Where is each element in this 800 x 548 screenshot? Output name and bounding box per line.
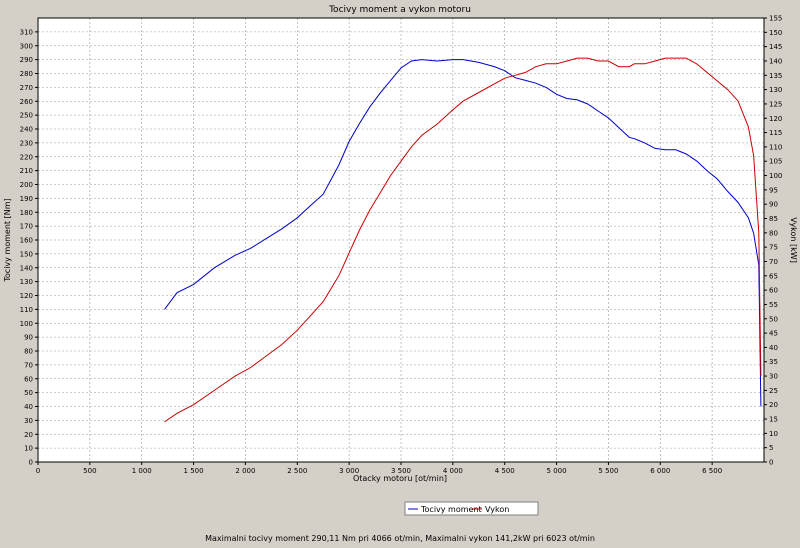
y-left-tick-label: 10 [24, 445, 33, 453]
x-tick-label: 0 [36, 467, 40, 475]
x-tick-label: 3 500 [391, 467, 411, 475]
y-right-tick-label: 65 [769, 272, 778, 280]
plot-frame [37, 17, 765, 463]
x-tick-label: 4 000 [443, 467, 463, 475]
series-line-power [164, 57, 762, 423]
y-right-tick-label: 0 [769, 459, 773, 467]
y-right-tick-label: 70 [769, 258, 778, 266]
y-right-tick-label: 140 [769, 57, 782, 65]
y-left-tick-label: 150 [20, 250, 33, 258]
y-right-tick-label: 15 [769, 416, 778, 424]
y-left-tick-label: 40 [24, 403, 33, 411]
y-left-tick-label: 90 [24, 334, 33, 342]
y-left-tick-label: 260 [20, 98, 33, 106]
y-left-tick-label: 300 [20, 42, 33, 50]
y-left-tick-label: 230 [20, 139, 33, 147]
y-left-tick-label: 210 [20, 167, 33, 175]
x-tick-label: 2 500 [287, 467, 307, 475]
y-right-tick-label: 120 [769, 115, 782, 123]
y-left-tick-label: 310 [20, 28, 33, 36]
y-left-tick-label: 130 [20, 278, 33, 286]
y-right-tick-label: 90 [769, 201, 778, 209]
y-right-tick-label: 25 [769, 387, 778, 395]
series-lines [164, 57, 762, 423]
y-right-tick-label: 130 [769, 86, 782, 94]
y-left-axis-ticks: 0 10 20 30 40 50 60 70 80 90 100 110 120 130 140 150 160… [20, 28, 38, 467]
y-right-tick-label: 100 [769, 172, 782, 180]
y-left-tick-label: 170 [20, 223, 33, 231]
y-right-tick-label: 20 [769, 401, 778, 409]
max-values-footer: Maximalni tocivy moment 290,11 Nm pri 40… [205, 534, 595, 543]
chart-title: Tocivy moment a vykon motoru [328, 5, 471, 15]
y-right-tick-label: 45 [769, 330, 778, 338]
y-left-tick-label: 100 [20, 320, 33, 328]
y-left-tick-label: 120 [20, 292, 33, 300]
y-right-tick-label: 75 [769, 244, 778, 252]
y-left-tick-label: 270 [20, 84, 33, 92]
x-tick-label: 2 000 [235, 467, 255, 475]
y-right-tick-label: 145 [769, 43, 782, 51]
y-left-tick-label: 180 [20, 209, 33, 217]
series-line-torque [164, 59, 762, 407]
x-tick-label: 500 [83, 467, 96, 475]
x-tick-label: 1 000 [132, 467, 152, 475]
y-left-tick-label: 60 [24, 375, 33, 383]
y-right-tick-label: 115 [769, 129, 782, 137]
x-tick-label: 3 000 [339, 467, 359, 475]
legend-box [404, 501, 539, 516]
legend: Tocivy moment Vykon [404, 501, 539, 516]
y-right-axis-label: Vykon [kW] [789, 217, 798, 263]
y-right-axis-ticks: 0 5 10 15 20 25 30 35 40 45 50 55 60 65 70 75 80 85 90 95 10… [764, 15, 782, 467]
y-right-tick-label: 95 [769, 186, 778, 194]
y-right-tick-label: 105 [769, 158, 782, 166]
y-right-tick-label: 55 [769, 301, 778, 309]
y-right-tick-label: 60 [769, 287, 778, 295]
y-right-tick-label: 155 [769, 15, 782, 23]
y-left-tick-label: 190 [20, 195, 33, 203]
y-left-tick-label: 140 [20, 264, 33, 272]
x-tick-label: 6 500 [702, 467, 722, 475]
x-tick-label: 4 500 [495, 467, 515, 475]
x-axis-label: Otacky motoru [ot/min] [353, 474, 447, 483]
legend-label-torque: Tocivy moment [420, 505, 482, 514]
y-left-tick-label: 20 [24, 431, 33, 439]
x-tick-label: 1 500 [184, 467, 204, 475]
y-left-tick-label: 280 [20, 70, 33, 78]
y-right-tick-label: 5 [769, 444, 773, 452]
y-left-tick-label: 290 [20, 56, 33, 64]
x-axis-ticks: 0 500 1 000 1 500 2 000 2 500 3 000 3 500 4 000 4… [36, 462, 722, 475]
y-right-tick-label: 30 [769, 373, 778, 381]
y-left-axis-label: Tocivy moment [Nm] [3, 198, 12, 282]
grid-lines [38, 18, 764, 462]
y-left-tick-label: 240 [20, 126, 33, 134]
y-right-tick-label: 150 [769, 29, 782, 37]
y-right-tick-label: 80 [769, 229, 778, 237]
y-right-tick-label: 35 [769, 358, 778, 366]
y-left-tick-label: 160 [20, 237, 33, 245]
y-right-tick-label: 125 [769, 100, 782, 108]
y-right-tick-label: 110 [769, 143, 782, 151]
y-right-tick-label: 40 [769, 344, 778, 352]
y-right-tick-label: 50 [769, 315, 778, 323]
x-tick-label: 5 000 [547, 467, 567, 475]
y-left-tick-label: 200 [20, 181, 33, 189]
y-left-tick-label: 50 [24, 389, 33, 397]
y-right-tick-label: 135 [769, 72, 782, 80]
y-left-tick-label: 220 [20, 153, 33, 161]
y-right-tick-label: 10 [769, 430, 778, 438]
y-left-tick-label: 80 [24, 348, 33, 356]
y-left-tick-label: 110 [20, 306, 33, 314]
y-left-tick-label: 30 [24, 417, 33, 425]
y-right-tick-label: 85 [769, 215, 778, 223]
x-tick-label: 5 500 [598, 467, 618, 475]
x-tick-label: 6 000 [650, 467, 670, 475]
y-left-tick-label: 250 [20, 112, 33, 120]
y-left-tick-label: 0 [29, 459, 33, 467]
legend-label-power: Vykon [485, 505, 509, 514]
y-left-tick-label: 70 [24, 361, 33, 369]
